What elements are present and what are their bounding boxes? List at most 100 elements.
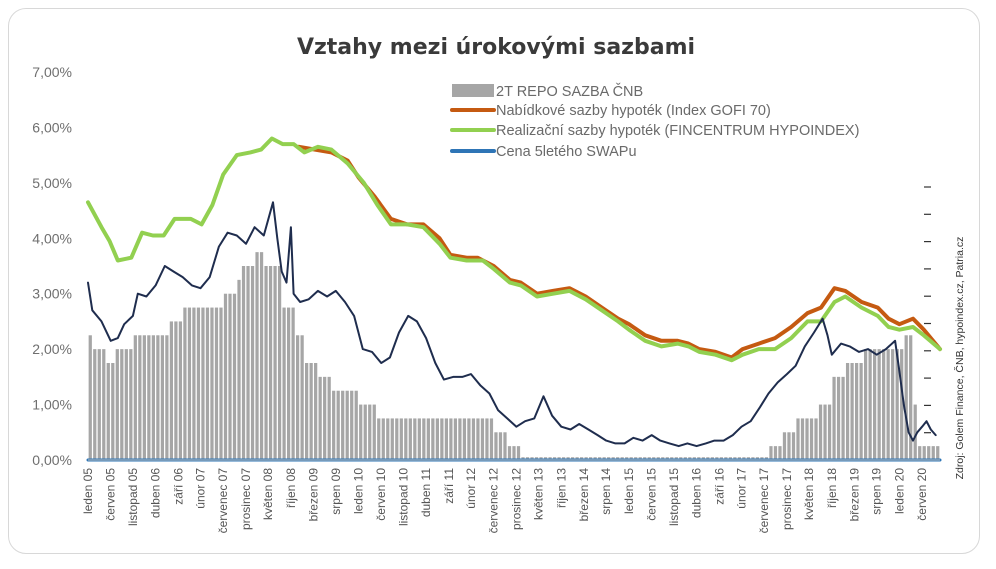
repo-bar (106, 363, 110, 460)
repo-bar (850, 363, 854, 460)
repo-bar (201, 307, 205, 460)
repo-bar (868, 349, 872, 460)
repo-bar (133, 335, 137, 460)
repo-bar (796, 418, 800, 460)
repo-bar (323, 376, 327, 460)
repo-bar (363, 404, 367, 460)
repo-bar (345, 390, 349, 460)
repo-bar (467, 418, 471, 460)
repo-bar (395, 418, 399, 460)
repo-bar (891, 349, 895, 460)
repo-bar (904, 335, 908, 460)
x-tick-label: červen 05 (104, 468, 118, 521)
repo-bar (782, 432, 787, 460)
repo-bar (836, 376, 841, 460)
repo-bar (255, 252, 259, 460)
x-tick-label: prosinec 17 (780, 468, 794, 530)
repo-bar (187, 307, 192, 460)
repo-bar (169, 321, 174, 460)
repo-bar (900, 349, 904, 460)
x-tick-label: duben 11 (419, 468, 433, 517)
x-tick-label: březen 14 (577, 468, 591, 522)
y-tick-label: 6,00% (32, 119, 72, 135)
repo-bar (404, 418, 408, 460)
y-tick-label: 5,00% (32, 175, 72, 191)
repo-bar (778, 446, 782, 460)
y-axis: 0,00% 1,00% 2,00% 3,00% 4,00% 5,00% 6,00% 7,00% (32, 64, 72, 468)
repo-bar (332, 390, 336, 460)
repo-bar (485, 418, 489, 460)
repo-bar (336, 390, 340, 460)
repo-bar (147, 335, 151, 460)
repo-bar (507, 446, 512, 460)
repo-bar (192, 307, 196, 460)
repo-bar (178, 321, 183, 460)
legend-entry: Nabídkové sazby hypoték (Index GOFI 70) (496, 103, 771, 119)
repo-bar (823, 404, 827, 460)
repo-bar (863, 349, 868, 460)
repo-bar (142, 335, 146, 460)
x-tick-label: únor 17 (735, 468, 749, 509)
repo-bar (174, 321, 178, 460)
repo-bar (102, 349, 106, 460)
repo-bar (503, 432, 507, 460)
repo-bar (453, 418, 458, 460)
series-line-1 (297, 144, 942, 360)
repo-bar (773, 446, 778, 460)
repo-bar (241, 266, 246, 460)
x-tick-label: duben 06 (149, 468, 163, 518)
repo-bar (156, 335, 160, 460)
repo-bar (877, 349, 881, 460)
x-tick-label: říjen 13 (554, 468, 568, 508)
repo-bar (399, 418, 403, 460)
x-tick-label: leden 10 (352, 468, 366, 514)
x-tick-label: prosinec 07 (239, 468, 253, 530)
right-axis-dashes (924, 186, 931, 434)
repo-bar (219, 307, 223, 460)
repo-bar (809, 418, 814, 460)
repo-bar (196, 307, 201, 460)
repo-bar (286, 307, 291, 460)
repo-bar (516, 446, 521, 460)
repo-bar (886, 349, 890, 460)
x-tick-label: květen 18 (802, 468, 816, 520)
repo-bar (377, 418, 381, 460)
x-tick-label: březen 19 (848, 468, 862, 522)
repo-bar (183, 307, 187, 460)
x-tick-label: červenec 07 (216, 468, 230, 534)
x-tick-label: březen 09 (307, 468, 321, 522)
x-tick-label: červenec 17 (757, 468, 771, 534)
repo-bar (458, 418, 462, 460)
chart-frame (8, 8, 980, 554)
repo-bar (769, 446, 773, 460)
repo-bar (264, 266, 268, 460)
repo-bar (918, 446, 922, 460)
repo-bar (138, 335, 142, 460)
x-tick-label: červen 10 (374, 468, 388, 521)
repo-bar (318, 376, 322, 460)
y-tick-label: 0,00% (32, 452, 72, 468)
x-tick-label: květen 08 (261, 468, 275, 520)
repo-bar (341, 390, 345, 460)
repo-bar (417, 418, 421, 460)
x-tick-label: leden 05 (81, 468, 95, 514)
x-tick-label: září 06 (171, 468, 185, 505)
repo-bar (232, 293, 237, 460)
x-tick-label: duben 16 (690, 468, 704, 518)
repo-bar (444, 418, 449, 460)
repo-bar (854, 363, 859, 460)
repo-bar (88, 335, 92, 460)
repo-bar (895, 349, 899, 460)
repo-bar (818, 404, 823, 460)
repo-bar (390, 418, 394, 460)
x-tick-label: srpen 14 (599, 468, 613, 515)
repo-bar (827, 404, 832, 460)
repo-bar (489, 418, 494, 460)
repo-bar (814, 418, 818, 460)
repo-bar (277, 266, 282, 460)
x-tick-label: listopad 05 (126, 468, 140, 526)
repo-bar (426, 418, 430, 460)
repo-bar (115, 349, 119, 460)
x-tick-label: červen 15 (645, 468, 659, 521)
repo-bar (471, 418, 476, 460)
